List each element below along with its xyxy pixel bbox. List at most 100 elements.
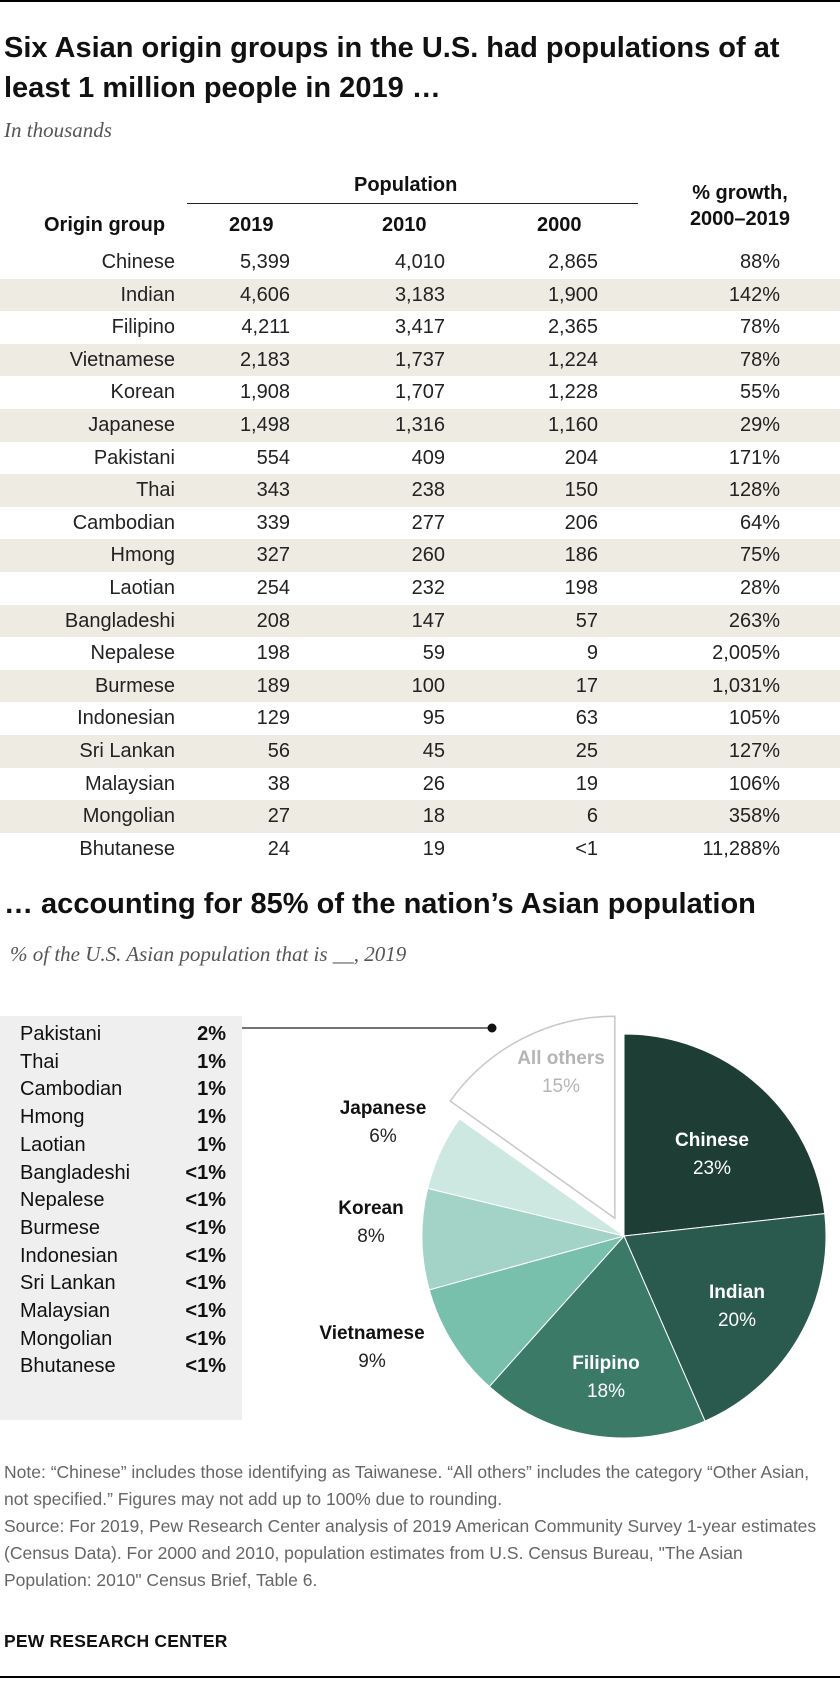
others-item-pct: 1%	[197, 1050, 226, 1073]
table-row: Korean 1,908 1,707 1,228 55%	[0, 376, 840, 409]
cell-growth: 28%	[739, 576, 780, 599]
others-list-item: Bangladeshi <1%	[20, 1159, 226, 1187]
cell-y2010: 3,417	[394, 316, 445, 339]
table-row: Burmese 189 100 17 1,031%	[0, 669, 840, 703]
cell-y2019: 1,498	[239, 413, 290, 436]
cell-y2000: 1,160	[547, 413, 598, 436]
pie-slice-vietnamese	[428, 1235, 626, 1388]
others-item-pct: <1%	[185, 1161, 226, 1184]
others-item-name: Pakistani	[20, 1023, 102, 1045]
growth-header-line2: 2000–2019	[689, 208, 791, 230]
others-item-pct: <1%	[185, 1244, 226, 1267]
cell-growth: 105%	[728, 707, 780, 730]
cell-y2000: 6	[586, 805, 598, 828]
cell-origin: Cambodian	[72, 511, 175, 534]
others-item-name: Bangladeshi	[20, 1161, 131, 1184]
cell-y2010: 59	[422, 642, 445, 665]
cell-y2019: 4,606	[239, 283, 290, 306]
table-row: Mongolian 27 18 6 358%	[0, 800, 840, 833]
cell-y2019: 129	[256, 707, 290, 730]
cell-y2010: 19	[422, 837, 445, 860]
cell-y2010: 45	[422, 739, 445, 762]
cell-y2010: 277	[411, 511, 445, 534]
others-leader-dot	[487, 1023, 497, 1033]
cell-y2000: 204	[564, 446, 598, 469]
others-list-item: Malaysian <1%	[20, 1297, 226, 1325]
others-item-pct: <1%	[185, 1189, 226, 1212]
table-row: Bangladeshi 208 147 57 263%	[0, 604, 840, 638]
others-item-name: Indonesian	[20, 1244, 118, 1267]
cell-growth: 29%	[739, 413, 780, 436]
others-list-item: Indonesian <1%	[20, 1242, 226, 1270]
pie-slice-all-others	[449, 1015, 616, 1220]
cell-y2010: 3,183	[394, 283, 445, 306]
others-list-item: Cambodian 1%	[20, 1075, 226, 1103]
others-item-pct: <1%	[185, 1355, 226, 1378]
cell-y2000: 206	[564, 511, 598, 534]
chart-title: Six Asian origin groups in the U.S. had …	[4, 32, 780, 104]
pie-title: … accounting for 85% of the nation’s Asi…	[4, 888, 756, 920]
table-row: Sri Lankan 56 45 25 127%	[0, 734, 840, 768]
pie-label-value: 23%	[693, 1158, 731, 1179]
cell-origin: Thai	[136, 479, 175, 502]
bottom-rule	[0, 1676, 840, 1678]
cell-y2019: 208	[256, 609, 290, 632]
table-row: Indonesian 129 95 63 105%	[0, 702, 840, 735]
pie-label-value: 15%	[542, 1076, 580, 1097]
population-header-rule	[187, 203, 638, 204]
others-list-item: Bhutanese <1%	[20, 1352, 226, 1380]
cell-y2019: 343	[256, 479, 290, 502]
others-item-pct: 1%	[197, 1106, 226, 1129]
brand-label: PEW RESEARCH CENTER	[4, 1631, 228, 1651]
others-list-item: Burmese <1%	[20, 1214, 226, 1242]
cell-y2000: 150	[564, 479, 598, 502]
growth-header-line1: % growth,	[692, 182, 788, 204]
table-row: Indian 4,606 3,183 1,900 142%	[0, 278, 840, 312]
pie-slice-japanese	[427, 1118, 625, 1237]
cell-y2000: <1	[575, 837, 598, 860]
footnote: Note: “Chinese” includes those identifyi…	[4, 1459, 834, 1594]
cell-y2010: 238	[411, 479, 445, 502]
others-list-item: Mongolian <1%	[20, 1325, 226, 1353]
others-breakdown-box: Pakistani 2% Thai 1% Cambodian 1% Hmong 1% Laoti…	[0, 1016, 242, 1420]
cell-y2000: 2,865	[547, 251, 598, 273]
others-item-name: Cambodian	[20, 1078, 123, 1101]
cell-origin: Malaysian	[84, 772, 175, 795]
cell-y2000: 19	[575, 772, 598, 795]
pie-label-value: 6%	[369, 1126, 397, 1147]
cell-y2010: 232	[411, 576, 445, 599]
cell-y2000: 198	[564, 576, 598, 599]
others-item-name: Bhutanese	[20, 1355, 116, 1378]
cell-growth: 78%	[739, 348, 780, 371]
cell-y2000: 1,900	[547, 283, 598, 306]
cell-y2019: 1,908	[239, 381, 290, 404]
cell-growth: 55%	[739, 381, 780, 404]
pie-label-name: Indian	[709, 1282, 765, 1303]
cell-y2010: 1,316	[394, 413, 445, 436]
others-item-name: Malaysian	[20, 1300, 111, 1322]
pie-label-value: 9%	[358, 1351, 386, 1372]
cell-y2010: 1,737	[394, 348, 445, 371]
note-text: Note: “Chinese” includes those identifyi…	[4, 1462, 810, 1509]
cell-y2019: 56	[267, 739, 290, 762]
table-row: Malaysian 38 26 19 106%	[0, 768, 840, 801]
chart-subtitle: In thousands	[4, 118, 112, 142]
cell-y2000: 1,228	[547, 381, 598, 404]
pie-subtitle: % of the U.S. Asian population that is _…	[10, 942, 407, 966]
cell-growth: 263%	[728, 609, 780, 632]
table-row: Thai 343 238 150 128%	[0, 474, 840, 507]
cell-y2000: 57	[575, 609, 598, 632]
others-list-item: Nepalese <1%	[20, 1186, 226, 1214]
cell-y2010: 26	[422, 772, 445, 795]
cell-growth: 128%	[728, 479, 780, 502]
pie-label-value: 20%	[718, 1310, 756, 1331]
cell-origin: Vietnamese	[69, 348, 175, 371]
others-item-pct: <1%	[185, 1327, 226, 1350]
cell-growth: 75%	[739, 544, 780, 567]
source-text: Source: For 2019, Pew Research Center an…	[4, 1516, 817, 1590]
cell-growth: 171%	[728, 446, 780, 469]
others-item-pct: <1%	[185, 1272, 226, 1295]
table-row: Bhutanese 24 19 <1 11,288%	[0, 833, 840, 866]
cell-origin: Bhutanese	[79, 837, 175, 860]
cell-origin: Japanese	[88, 413, 175, 436]
